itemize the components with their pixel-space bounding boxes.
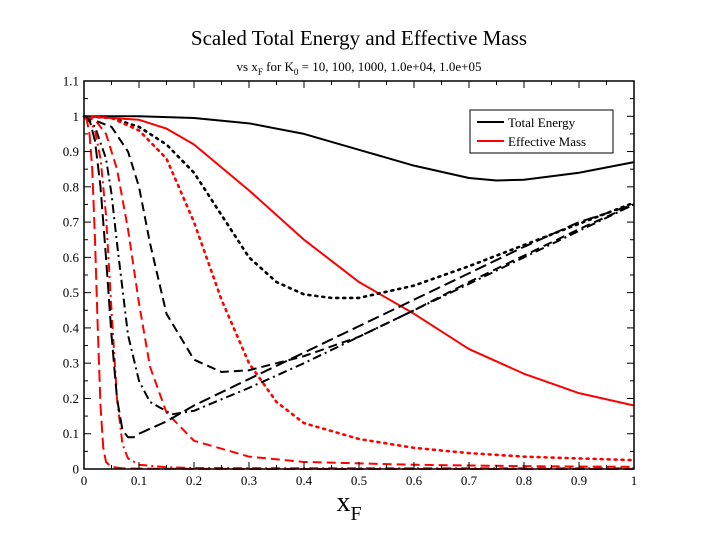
x-axis-ticks: 0 0.1 0.2 0.3 0.4 0.5 0.6 0.7 0.8 0.9 1 bbox=[81, 81, 638, 488]
x-axis-label-main: x bbox=[336, 487, 350, 518]
series-line-0 bbox=[84, 115, 635, 182]
x-tick-label: 0.8 bbox=[516, 473, 532, 488]
subtitle-prefix-sub: F bbox=[258, 67, 263, 77]
chart-subtitle: vs xF for K0 = 10, 100, 1000, 1.0e+04, 1… bbox=[237, 59, 482, 77]
x-tick-label: 0.3 bbox=[241, 473, 257, 488]
y-tick-label: 0.7 bbox=[63, 215, 80, 230]
y-tick-label: 0.9 bbox=[63, 144, 79, 159]
series-line-3 bbox=[82, 114, 636, 462]
y-tick-label: 0.5 bbox=[63, 285, 79, 300]
x-tick-label: 0.9 bbox=[571, 473, 587, 488]
series-line-1 bbox=[83, 115, 635, 407]
subtitle-prefix: vs x bbox=[237, 59, 259, 74]
x-tick-label: 0.5 bbox=[351, 473, 367, 488]
x-axis-label-sub: F bbox=[350, 503, 361, 525]
y-tick-label: 0.8 bbox=[63, 179, 79, 194]
x-tick-label: 0.6 bbox=[406, 473, 423, 488]
series-line-9 bbox=[83, 115, 634, 470]
x-tick-label: 0.7 bbox=[461, 473, 478, 488]
y-tick-label: 0 bbox=[73, 462, 80, 477]
series-line-4 bbox=[83, 115, 635, 373]
legend: Total Energy Effective Mass bbox=[469, 109, 614, 154]
y-tick-label: 0.3 bbox=[63, 356, 79, 371]
y-tick-label: 1.1 bbox=[63, 74, 79, 89]
series-line-2 bbox=[82, 114, 636, 300]
subtitle-middle-sub: 0 bbox=[294, 67, 299, 77]
series-line-5 bbox=[83, 115, 635, 468]
x-tick-label: 0.1 bbox=[131, 473, 147, 488]
series-line-6 bbox=[83, 115, 635, 416]
legend-box bbox=[469, 109, 614, 154]
x-tick-label: 0 bbox=[81, 473, 88, 488]
legend-label-effective-mass: Effective Mass bbox=[508, 134, 586, 149]
y-tick-label: 1 bbox=[73, 109, 80, 124]
x-axis-label: xF bbox=[336, 487, 361, 525]
y-axis-ticks: 0 0.1 0.2 0.3 0.4 0.5 0.6 0.7 0.8 0.9 1 1.1 bbox=[63, 74, 634, 477]
x-tick-label: 0.2 bbox=[186, 473, 202, 488]
y-tick-label: 0.2 bbox=[63, 391, 79, 406]
series-line-7 bbox=[83, 115, 634, 470]
x-tick-label: 0.4 bbox=[296, 473, 313, 488]
y-tick-label: 0.6 bbox=[63, 250, 80, 265]
chart-title: Scaled Total Energy and Effective Mass bbox=[191, 26, 527, 50]
series-line-8 bbox=[83, 115, 635, 439]
legend-label-total-energy: Total Energy bbox=[508, 115, 576, 130]
y-tick-label: 0.4 bbox=[63, 320, 80, 335]
subtitle-suffix: = 10, 100, 1000, 1.0e+04, 1.0e+05 bbox=[298, 59, 481, 74]
subtitle-middle: for K bbox=[263, 59, 295, 74]
y-tick-label: 0.1 bbox=[63, 426, 79, 441]
series-layer bbox=[82, 114, 636, 470]
x-tick-label: 1 bbox=[631, 473, 638, 488]
